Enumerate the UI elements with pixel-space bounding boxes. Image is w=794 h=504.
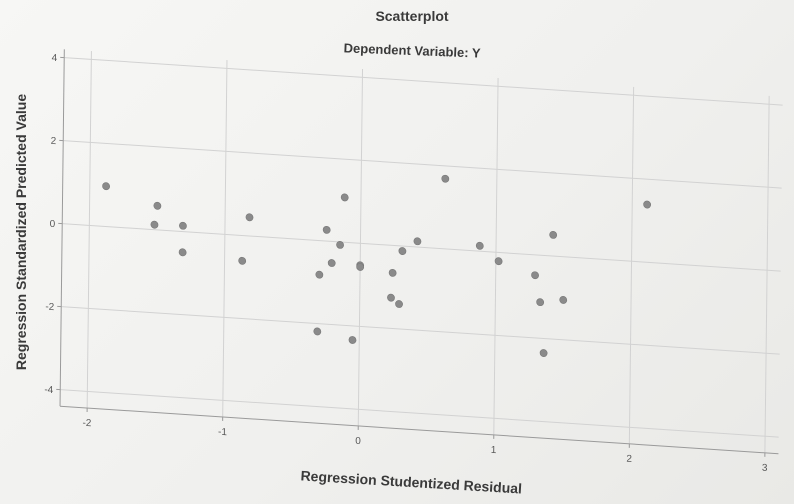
scatter-point [179,221,187,230]
data-points [102,174,652,357]
scatter-point [531,271,539,280]
y-grid-line [60,389,779,438]
x-tick-label: -1 [218,427,227,439]
chart-title: Scatterplot [375,8,448,24]
y-grid-line [63,140,782,189]
scatter-point [395,300,403,308]
x-tick-label: 3 [762,463,768,474]
chart-subtitle: Dependent Variable: Y [343,40,481,60]
grid-lines [60,51,783,453]
scatter-point [387,293,395,302]
scatter-point [336,240,344,249]
scatter-point [348,336,357,344]
scatter-point [178,248,187,257]
scatter-point [340,193,349,202]
x-tick-label: 2 [626,454,632,465]
x-grid-line [86,51,92,409]
scatter-point [494,257,503,266]
scatter-point [536,298,545,307]
x-tick-labels: -2 -1 0 1 2 3 [82,418,768,474]
scatter-point [245,213,254,222]
scatter-point [549,230,558,239]
y-axis-line [59,49,65,407]
scatter-point [475,241,484,250]
scatter-point [327,259,336,267]
scatter-point [102,182,110,191]
x-axis-label: Regression Studentized Residual [300,467,522,496]
x-grid-line [222,60,228,418]
scatter-point [313,327,322,336]
scatter-point [643,200,652,209]
x-grid-line [357,68,364,426]
y-grid-line [64,57,783,106]
x-grid-line [764,95,770,453]
x-grid-line [628,86,635,444]
x-grid-line [493,77,499,435]
scatter-point [322,225,331,234]
scatter-point [238,256,247,265]
scatter-point [559,296,568,304]
x-tick-label: 1 [491,445,497,456]
x-tick-label: 0 [355,436,361,447]
scatter-point [150,220,159,229]
scatter-point [356,263,365,271]
scatter-point [315,270,324,279]
scatter-point [413,237,422,246]
y-tick-label: 4 [52,53,58,64]
scatter-point [398,247,407,255]
x-axis-line [60,405,779,455]
scatter-point [388,268,397,277]
x-tick-label: -2 [82,418,91,430]
y-grid-line [61,306,780,355]
y-tick-label: 0 [50,219,56,230]
y-tick-label: -2 [45,302,54,314]
plot-frame [56,49,779,457]
y-grid-line [62,223,781,272]
scatter-point [153,201,162,210]
y-tick-label: 2 [51,136,57,147]
y-axis-label: Regression Standardized Predicted Value [13,94,29,370]
y-tick-labels: 4 2 0 -2 -4 [44,53,58,397]
y-tick-label: -4 [44,385,53,397]
scatter-point [441,174,450,183]
scatter-point [539,349,548,357]
